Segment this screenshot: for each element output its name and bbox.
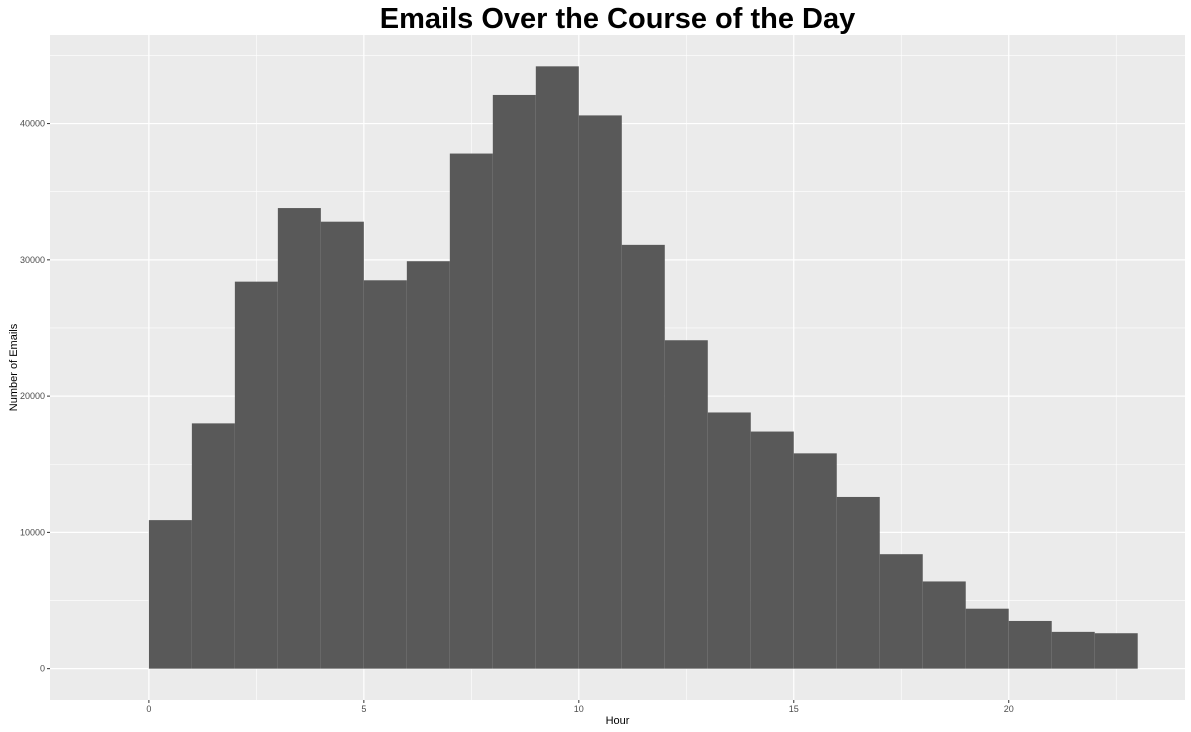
x-tick-label: 20 bbox=[1004, 704, 1014, 714]
histogram-bar bbox=[621, 244, 665, 669]
x-tick-label: 0 bbox=[146, 704, 151, 714]
histogram-bar bbox=[965, 608, 1009, 669]
chart-title: Emails Over the Course of the Day bbox=[379, 3, 856, 35]
histogram-bar bbox=[793, 453, 837, 669]
y-tick-label: 20000 bbox=[20, 391, 45, 401]
histogram-bar bbox=[1008, 620, 1052, 669]
histogram-bar bbox=[148, 520, 192, 669]
y-tick-label: 10000 bbox=[20, 527, 45, 537]
histogram-bar bbox=[492, 94, 536, 669]
histogram-bar bbox=[750, 431, 794, 669]
histogram-bar bbox=[277, 208, 321, 669]
histogram-bar bbox=[406, 261, 450, 669]
histogram-bar bbox=[1094, 633, 1138, 669]
x-tick-labels: 0 5 10 15 20 bbox=[146, 704, 1013, 714]
histogram-bar bbox=[363, 280, 407, 669]
y-tick-label: 40000 bbox=[20, 119, 45, 129]
x-axis-title: Hour bbox=[606, 715, 630, 727]
histogram-bar bbox=[1051, 631, 1095, 669]
y-tick-label: 0 bbox=[40, 664, 45, 674]
histogram-bar bbox=[535, 66, 579, 669]
x-tick-label: 5 bbox=[361, 704, 366, 714]
y-tick-label: 30000 bbox=[20, 255, 45, 265]
histogram-bar bbox=[234, 281, 278, 669]
axis-tick-marks bbox=[47, 123, 1010, 703]
x-tick-label: 10 bbox=[574, 704, 584, 714]
histogram-bars bbox=[148, 66, 1138, 669]
x-tick-label: 15 bbox=[789, 704, 799, 714]
histogram-bar bbox=[664, 340, 708, 669]
histogram-bar bbox=[320, 221, 364, 669]
histogram-bar bbox=[707, 412, 751, 669]
histogram-bar bbox=[578, 115, 622, 669]
y-tick-labels: 0 10000 20000 30000 40000 bbox=[20, 119, 45, 674]
histogram-bar bbox=[922, 581, 966, 669]
histogram-bar bbox=[836, 496, 880, 669]
histogram-bar bbox=[191, 423, 235, 669]
histogram-bar bbox=[449, 153, 493, 669]
y-axis-title: Number of Emails bbox=[8, 323, 20, 411]
histogram-bar bbox=[879, 554, 923, 669]
